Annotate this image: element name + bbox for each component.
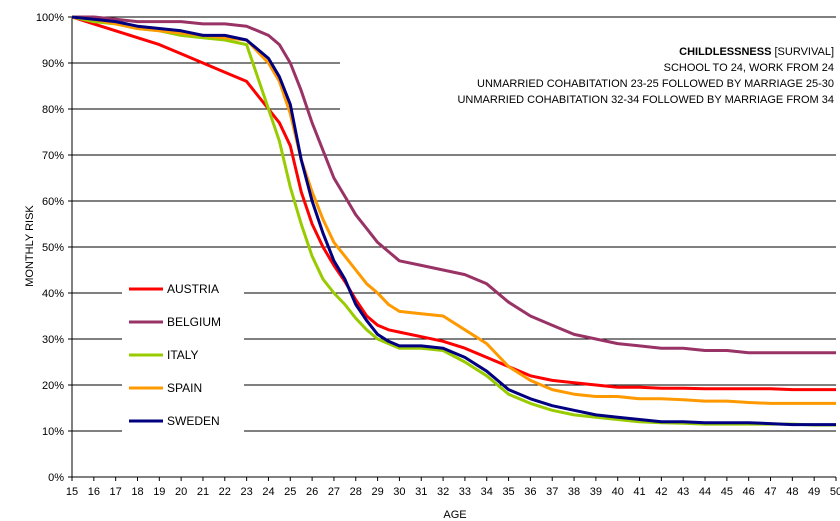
x-tick-label: 45	[721, 486, 733, 498]
x-tick-label: 24	[262, 486, 274, 498]
legend-background	[122, 273, 244, 441]
y-tick-label: 10%	[42, 426, 64, 438]
annotation-background	[340, 36, 838, 116]
annotation-title: CHILDLESSNESS [SURVIVAL]	[679, 46, 834, 58]
y-tick-label: 80%	[42, 104, 64, 116]
x-tick-label: 46	[743, 486, 755, 498]
x-tick-label: 21	[197, 486, 209, 498]
x-tick-labels: 15 16 17 18 19 20 21 22 23 24 25 26 27 28 29 30 31 32 33 34…	[66, 486, 840, 498]
x-tick-label: 39	[590, 486, 602, 498]
legend-label-belgium: BELGIUM	[167, 315, 221, 329]
x-tick-label: 48	[786, 486, 798, 498]
x-tick-label: 33	[459, 486, 471, 498]
y-axis-title: MONTHLY RISK	[24, 205, 36, 287]
annotation-line-1: SCHOOL TO 24, WORK FROM 24	[664, 62, 834, 74]
x-tick-label: 36	[524, 486, 536, 498]
legend-label-spain: SPAIN	[167, 381, 202, 395]
x-tick-label: 44	[699, 486, 711, 498]
y-tick-label: 100%	[36, 12, 64, 24]
x-tick-label: 47	[764, 486, 776, 498]
x-tick-label: 28	[350, 486, 362, 498]
x-tick-label: 18	[131, 486, 143, 498]
x-tick-label: 22	[219, 486, 231, 498]
annotation-title-rest: [SURVIVAL]	[771, 46, 834, 58]
x-tick-label: 43	[677, 486, 689, 498]
x-tick-label: 17	[110, 486, 122, 498]
series-line-belgium	[72, 15, 836, 355]
x-tick-label: 23	[241, 486, 253, 498]
x-tick-label: 27	[328, 486, 340, 498]
x-tick-label: 37	[546, 486, 558, 498]
y-tick-labels: 0% 10% 20% 30% 40% 50% 60% 70% 80% 90% 100%	[36, 12, 64, 484]
x-tick-label: 26	[306, 486, 318, 498]
x-tick-label: 40	[612, 486, 624, 498]
x-tick-label: 32	[437, 486, 449, 498]
x-tick-label: 15	[66, 486, 78, 498]
x-tick-label: 20	[175, 486, 187, 498]
y-tick-label: 30%	[42, 334, 64, 346]
plot-area	[71, 15, 836, 427]
annotation-line-2: UNMARRIED COHABITATION 23-25 FOLLOWED BY…	[477, 78, 834, 90]
x-axis-title: AGE	[443, 509, 466, 521]
y-tick-label: 60%	[42, 196, 64, 208]
axes	[71, 17, 837, 481]
x-tick-label: 30	[393, 486, 405, 498]
annotation-line-3: UNMARRIED COHABITATION 32-34 FOLLOWED BY…	[457, 94, 834, 106]
series-line-austria	[71, 15, 836, 392]
legend-label-austria: AUSTRIA	[167, 282, 219, 296]
x-tick-label: 41	[633, 486, 645, 498]
x-tick-label: 38	[568, 486, 580, 498]
annotation-box: CHILDLESSNESS [SURVIVAL] SCHOOL TO 24, W…	[340, 36, 838, 116]
x-tick-label: 49	[808, 486, 820, 498]
series-line-sweden	[71, 15, 836, 427]
x-tick-label: 25	[284, 486, 296, 498]
x-tick-label: 29	[371, 486, 383, 498]
y-tick-label: 20%	[42, 380, 64, 392]
x-tick-label: 19	[153, 486, 165, 498]
legend: AUSTRIA BELGIUM ITALY SPAIN SWEDEN	[122, 273, 244, 441]
x-tick-label: 34	[481, 486, 493, 498]
x-tick-label: 35	[502, 486, 514, 498]
y-tick-label: 40%	[42, 288, 64, 300]
x-tick-label: 16	[88, 486, 100, 498]
series-line-spain	[71, 15, 836, 405]
y-tick-label: 50%	[42, 242, 64, 254]
legend-label-sweden: SWEDEN	[167, 414, 220, 428]
legend-label-italy: ITALY	[167, 348, 199, 362]
y-tick-label: 90%	[42, 58, 64, 70]
y-tick-label: 70%	[42, 150, 64, 162]
x-tick-label: 50	[830, 486, 840, 498]
y-tick-label: 0%	[48, 472, 64, 484]
annotation-title-bold: CHILDLESSNESS	[679, 46, 771, 58]
x-tick-label: 42	[655, 486, 667, 498]
x-tick-label: 31	[415, 486, 427, 498]
